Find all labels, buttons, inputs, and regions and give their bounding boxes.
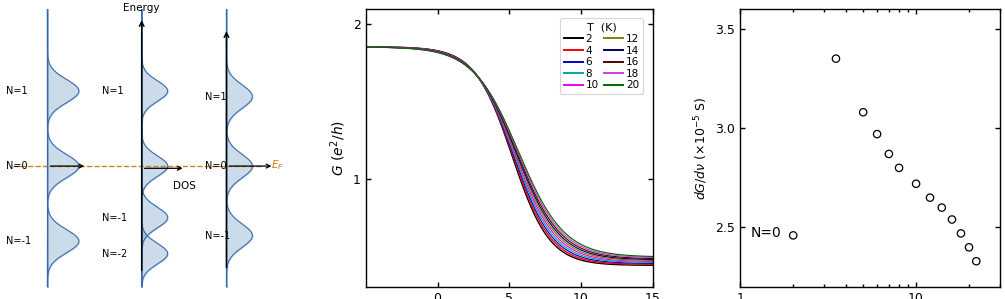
Point: [944, 217, 960, 222]
Point: [855, 110, 871, 115]
Text: $E_F$: $E_F$: [270, 158, 283, 172]
Text: DOS: DOS: [173, 181, 196, 190]
Point: [869, 132, 885, 136]
Text: N=0: N=0: [205, 161, 226, 171]
Text: N=0: N=0: [751, 226, 782, 240]
Point: [880, 152, 896, 156]
Point: [909, 181, 925, 186]
Point: [828, 56, 844, 61]
Point: [891, 165, 908, 170]
Y-axis label: $G$ ($e^2/h$): $G$ ($e^2/h$): [328, 120, 348, 176]
Text: N=1: N=1: [205, 91, 226, 102]
Text: N=-1: N=-1: [103, 213, 128, 222]
Text: N=-1: N=-1: [205, 231, 230, 241]
Legend: 2, 4, 6, 8, 10, 12, 14, 16, 18, 20: 2, 4, 6, 8, 10, 12, 14, 16, 18, 20: [560, 18, 643, 94]
Point: [785, 233, 801, 238]
Point: [934, 205, 950, 210]
Point: [961, 245, 977, 250]
Point: [968, 259, 984, 264]
Point: [922, 195, 938, 200]
Text: Energy: Energy: [124, 3, 160, 13]
Text: N=0: N=0: [6, 161, 28, 171]
Point: [953, 231, 969, 236]
Text: N=1: N=1: [6, 86, 28, 96]
Text: N=-2: N=-2: [103, 249, 128, 259]
Text: N=-1: N=-1: [6, 236, 31, 246]
Text: N=1: N=1: [103, 86, 124, 96]
Y-axis label: $dG/d\nu$ ($\times10^{-5}$ S): $dG/d\nu$ ($\times10^{-5}$ S): [692, 97, 710, 199]
